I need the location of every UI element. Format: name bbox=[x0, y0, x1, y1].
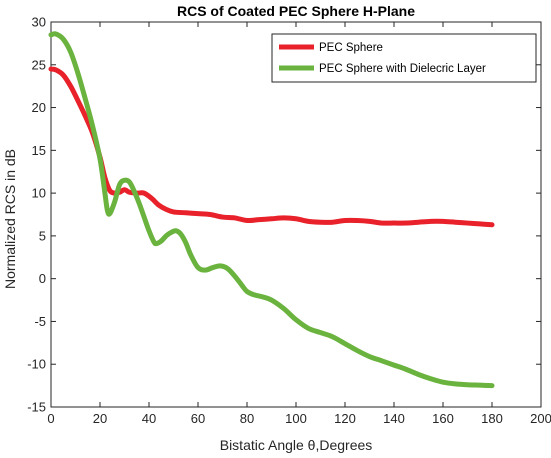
x-tick-label: 0 bbox=[47, 411, 54, 426]
chart-title: RCS of Coated PEC Sphere H-Plane bbox=[177, 3, 415, 19]
y-tick-label: 30 bbox=[32, 15, 46, 30]
y-tick-label: 10 bbox=[32, 186, 46, 201]
y-tick-label: -5 bbox=[34, 314, 46, 329]
y-tick-label: 0 bbox=[39, 271, 46, 286]
y-tick-label: -10 bbox=[27, 357, 46, 372]
y-tick-label: -15 bbox=[27, 400, 46, 415]
x-tick-label: 20 bbox=[93, 411, 107, 426]
plot-area: 0 20 40 60 80 100 120 140 160 180 200 -15 -10 -5 0 5 10 1… bbox=[27, 15, 551, 427]
y-tick-label: 15 bbox=[32, 143, 46, 158]
legend-box bbox=[271, 33, 537, 83]
plot-frame bbox=[50, 21, 542, 408]
x-tick-label: 80 bbox=[240, 411, 254, 426]
y-tick-label: 25 bbox=[32, 57, 46, 72]
x-tick-label: 40 bbox=[142, 411, 156, 426]
legend: PEC Sphere PEC Sphere with Dielecric Laye… bbox=[271, 33, 537, 83]
x-tick-label: 60 bbox=[191, 411, 205, 426]
x-tick-label: 180 bbox=[481, 411, 503, 426]
x-tick-label: 160 bbox=[432, 411, 454, 426]
y-tick-label: 5 bbox=[39, 228, 46, 243]
x-axis-label: Bistatic Angle θ,Degrees bbox=[220, 437, 373, 453]
y-tick-label: 20 bbox=[32, 100, 46, 115]
legend-entry: PEC Sphere bbox=[319, 42, 383, 54]
x-tick-label: 140 bbox=[383, 411, 405, 426]
series-line-pec-sphere-dielectric bbox=[48, 31, 495, 389]
x-tick-label: 120 bbox=[334, 411, 356, 426]
legend-entry: PEC Sphere with Dielecric Layer bbox=[319, 63, 486, 75]
x-tick-label: 200 bbox=[530, 411, 551, 426]
series-layer bbox=[48, 31, 495, 389]
x-tick-label: 100 bbox=[285, 411, 307, 426]
y-axis-label: Normalized RCS in dB bbox=[2, 149, 18, 289]
